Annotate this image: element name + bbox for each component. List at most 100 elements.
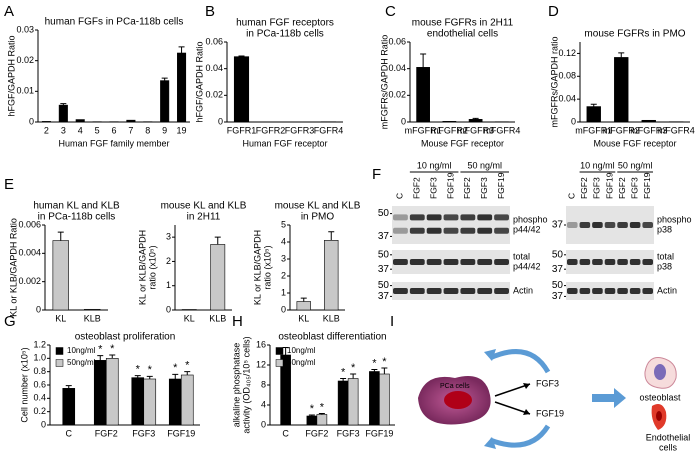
error-bar: [134, 375, 141, 378]
legend-swatch: [55, 359, 64, 367]
error-bar: [146, 375, 153, 379]
significance: *: [310, 403, 315, 415]
panel-letter: E: [4, 176, 14, 193]
significance: *: [372, 357, 377, 369]
blot-band: [426, 214, 442, 221]
blot-band: [443, 259, 459, 265]
blot-band: [426, 259, 442, 265]
legend-label: 50ng/ml: [67, 358, 96, 367]
bar: [586, 106, 601, 123]
chart-title: human FGF receptors: [236, 18, 334, 29]
x-tick-label: FGFR2: [256, 125, 286, 135]
significance: *: [341, 366, 346, 378]
x-tick-label: mFGFR3: [630, 125, 667, 135]
bar: [160, 80, 170, 123]
x-tick-label: 7: [128, 125, 133, 135]
y-tick-label: 1.2: [33, 339, 46, 349]
bar: [306, 415, 318, 426]
y-tick-label: 16: [256, 339, 266, 349]
x-tick-label: mFGFR1: [575, 125, 612, 135]
blot-band: [443, 214, 459, 221]
x-axis-label: Mouse FGF receptor: [593, 138, 676, 148]
y-tick-label: 0.02: [388, 90, 406, 100]
row-label: phospho: [513, 214, 548, 224]
chart-title: mouse FGFRs in PMO: [584, 29, 685, 40]
lane-label: C: [395, 193, 405, 199]
bar: [347, 378, 359, 426]
blot-band: [477, 288, 493, 294]
arrow-head: [484, 437, 496, 449]
blot-band: [494, 288, 509, 294]
blot-band: [460, 214, 476, 221]
error-bar: [318, 413, 325, 415]
error-bar: [184, 371, 191, 375]
x-tick-label: FGFR4: [314, 125, 344, 135]
blot-band: [393, 227, 408, 234]
blot-band: [460, 227, 476, 234]
y-axis-label: mFGFRs/GAPDH Ratio: [379, 35, 389, 130]
y-tick-label: 0.02: [16, 55, 34, 65]
blot-band: [604, 222, 616, 228]
panel-letter: G: [4, 313, 16, 330]
bar: [416, 67, 430, 123]
x-tick-label: 6: [111, 125, 116, 135]
lane-label: FGF3: [629, 177, 639, 199]
x-tick-label: FGFR3: [285, 125, 315, 135]
y-tick-label: 3: [281, 253, 286, 263]
y-tick-label: 3: [166, 232, 171, 242]
mw-marker: 50: [552, 280, 564, 291]
bar: [641, 119, 656, 123]
nucleus: [444, 391, 472, 409]
blot-band: [604, 259, 616, 265]
blot-band: [617, 259, 628, 265]
arrow: [494, 401, 531, 415]
bar: [105, 358, 119, 426]
y-tick-label: 12: [256, 359, 266, 369]
blot-band: [629, 222, 641, 228]
mw-marker: 50: [378, 280, 390, 291]
y-axis-label: alkaline phosphatase: [231, 343, 241, 428]
chart-title: osteoblast proliferation: [75, 332, 176, 343]
y-tick-label: 1: [166, 280, 171, 290]
concentration-label: 50 ng/ml: [467, 160, 502, 170]
bar: [62, 388, 76, 426]
y-tick-label: 0.06: [388, 36, 406, 46]
target-label: Endothelial: [646, 432, 691, 442]
error-bar: [109, 354, 116, 359]
blot-band: [629, 259, 641, 265]
bar: [614, 57, 629, 123]
error-bar: [300, 297, 307, 302]
blot-band: [494, 214, 509, 221]
blot-band: [460, 259, 476, 265]
bar: [84, 308, 101, 311]
row-label: Actin: [657, 285, 677, 295]
error-bar: [472, 117, 479, 120]
x-tick-label: mFGFR1: [405, 125, 442, 135]
error-bar: [60, 103, 67, 106]
blot-band: [477, 227, 493, 234]
lane-label: FGF2: [617, 177, 627, 199]
bar: [52, 240, 69, 311]
error-bar: [590, 103, 597, 107]
panel-letter: B: [205, 3, 215, 20]
x-tick-label: FGF3: [132, 428, 155, 438]
x-tick-label: FGF2: [95, 428, 118, 438]
error-bar: [161, 77, 168, 81]
source-label: PCa cells: [440, 383, 470, 390]
y-axis-label: KL or KLB/GAPDH: [252, 230, 262, 305]
x-tick-label: C: [282, 428, 289, 438]
significance: *: [320, 401, 325, 413]
y-tick-label: 0: [401, 116, 406, 126]
bar: [41, 121, 51, 123]
blot-band: [426, 227, 442, 234]
y-tick-label: 8: [261, 379, 266, 389]
row-label: total: [513, 251, 530, 261]
error-bar: [178, 46, 185, 53]
diagram-shapes: [418, 349, 677, 449]
blot-band: [567, 222, 578, 228]
chart-title: human FGFs in PCa-118b cells: [45, 17, 184, 28]
bar: [233, 56, 250, 123]
blot-band: [409, 288, 425, 294]
error-bar: [282, 347, 289, 355]
legend-swatch: [275, 359, 284, 367]
